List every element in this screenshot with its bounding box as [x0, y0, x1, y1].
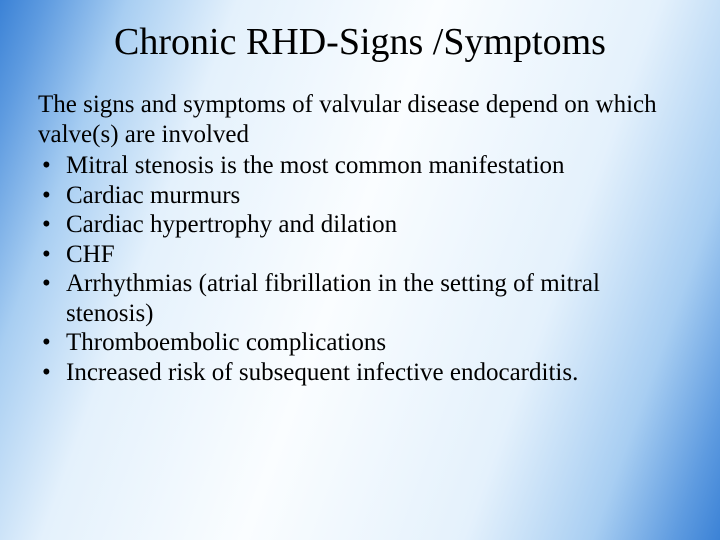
list-item: Cardiac hypertrophy and dilation — [38, 210, 682, 240]
list-item: Arrhythmias (atrial fibrillation in the … — [38, 269, 682, 328]
slide-title: Chronic RHD-Signs /Symptoms — [0, 20, 720, 64]
list-item: Increased risk of subsequent infective e… — [38, 358, 682, 388]
list-item: Mitral stenosis is the most common manif… — [38, 151, 682, 181]
slide: Chronic RHD-Signs /Symptoms The signs an… — [0, 0, 720, 540]
list-item: Cardiac murmurs — [38, 181, 682, 211]
list-item: CHF — [38, 240, 682, 270]
slide-body: The signs and symptoms of valvular disea… — [38, 90, 682, 387]
list-item: Thromboembolic complications — [38, 328, 682, 358]
bullet-list: Mitral stenosis is the most common manif… — [38, 151, 682, 387]
intro-text: The signs and symptoms of valvular disea… — [38, 90, 682, 149]
